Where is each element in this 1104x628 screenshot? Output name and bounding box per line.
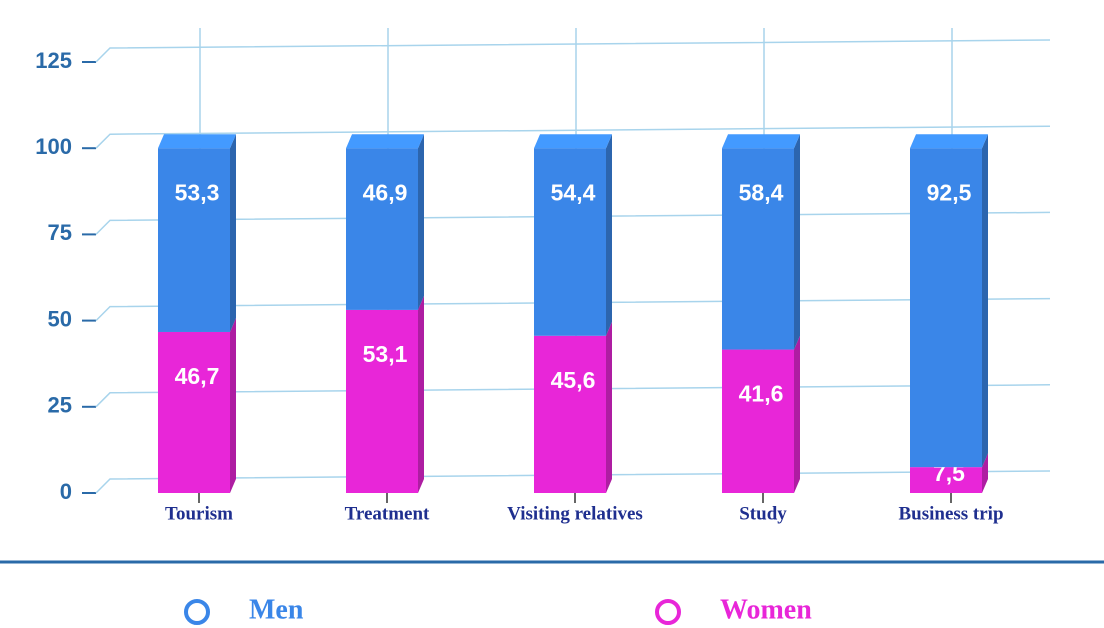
bar-top [158, 134, 236, 149]
y-tick-label: 75 [48, 220, 72, 245]
data-label: 46,7 [175, 363, 220, 389]
legend-label: Women [720, 594, 812, 625]
x-tick-label: Business trip [898, 503, 1003, 524]
bar-top [722, 134, 800, 149]
legend-label: Men [249, 594, 304, 625]
bar-top [910, 134, 988, 149]
bar-side [230, 317, 236, 493]
grid-line [95, 125, 1051, 149]
bar [346, 148, 418, 310]
bar [158, 331, 230, 493]
bar [910, 467, 982, 493]
x-tick-label: Treatment [345, 503, 430, 524]
bar-side [606, 321, 612, 493]
bar [534, 335, 606, 493]
data-label: 53,1 [363, 341, 408, 367]
bar [910, 148, 982, 468]
x-tick-label: Tourism [165, 503, 233, 524]
data-label: 45,6 [551, 367, 596, 393]
bar-side [606, 134, 612, 336]
y-tick-label: 25 [48, 393, 72, 418]
bar-side [418, 134, 424, 310]
y-tick-label: 50 [48, 306, 72, 331]
data-label: 46,9 [363, 179, 408, 205]
bar-side [230, 134, 236, 332]
y-tick-label: 125 [35, 48, 72, 73]
bar-side [982, 453, 988, 493]
y-tick-label: 100 [35, 134, 72, 159]
data-label: 92,5 [927, 179, 972, 205]
grid-line [95, 39, 1051, 63]
data-label: 58,4 [739, 179, 784, 205]
data-label: 54,4 [551, 179, 596, 205]
bar-side [794, 335, 800, 493]
bar [534, 148, 606, 336]
bar-side [794, 134, 800, 350]
bar-side [982, 134, 988, 468]
y-tick-label: 0 [60, 479, 72, 504]
x-tick-label: Visiting relatives [507, 503, 643, 524]
bar [158, 148, 230, 332]
bar [346, 309, 418, 493]
data-label: 41,6 [739, 381, 784, 407]
bar-side [418, 295, 424, 493]
bar [722, 148, 794, 350]
bar [722, 349, 794, 493]
bar-top [346, 134, 424, 149]
data-label: 53,3 [175, 179, 220, 205]
legend-marker [184, 599, 210, 625]
bar-top [534, 134, 612, 149]
legend-marker [655, 599, 681, 625]
x-tick-label: Study [739, 503, 787, 524]
